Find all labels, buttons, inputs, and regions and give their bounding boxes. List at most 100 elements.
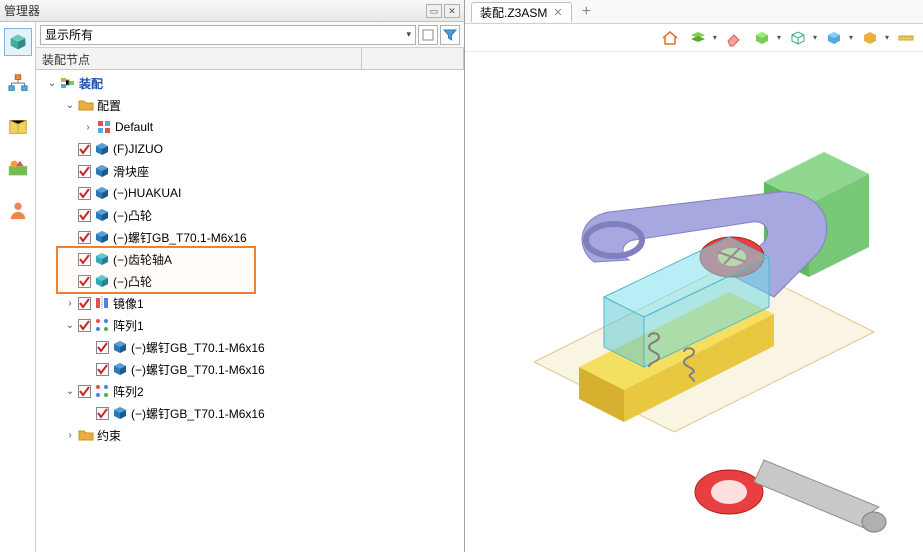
user-icon[interactable] [4,196,32,224]
column-header: 装配节点 [36,48,464,70]
visibility-checkbox[interactable] [96,341,109,354]
node-label: 滑块座 [113,163,149,180]
visibility-checkbox[interactable] [78,385,91,398]
visibility-checkbox[interactable] [78,187,91,200]
node-label: 镜像1 [113,295,144,312]
node-label: 装配 [79,75,103,92]
tree-row[interactable]: (−)凸轮 [36,204,464,226]
filter-funnel-button[interactable] [440,25,460,45]
filter-select[interactable]: 显示所有 ▾ [40,25,416,45]
cube-blue-icon [112,339,128,355]
cube-blue-icon [94,163,110,179]
close-panel-button[interactable]: ✕ [444,4,460,18]
expand-icon[interactable]: ⌄ [64,319,76,331]
tab-add-button[interactable]: + [578,3,595,21]
tree-row[interactable]: (−)凸轮 [36,270,464,292]
node-label: (−)凸轮 [113,207,152,224]
tree-row[interactable]: (−)螺钉GB_T70.1-M6x16 [36,226,464,248]
expand-icon[interactable]: ⌄ [64,99,76,111]
asm-root-icon [60,75,76,91]
document-tab[interactable]: 装配.Z3ASM ✕ [471,2,572,22]
node-label: (−)螺钉GB_T70.1-M6x16 [131,339,265,356]
node-label: (−)螺钉GB_T70.1-M6x16 [131,361,265,378]
3d-model-render [474,62,914,542]
expand-icon[interactable]: › [64,429,76,441]
node-label: Default [115,120,153,134]
pattern-icon [94,317,110,333]
expand-icon[interactable]: ⌄ [46,77,58,89]
visibility-checkbox[interactable] [96,363,109,376]
tree-row[interactable]: (−)齿轮轴A [36,248,464,270]
visibility-checkbox[interactable] [78,253,91,266]
node-label: 约束 [97,427,121,444]
pattern-icon [94,383,110,399]
cube-blue-icon [94,185,110,201]
tree-row[interactable]: 滑块座 [36,160,464,182]
folder-icon [78,97,94,113]
manager-title: 管理器 [4,2,424,19]
package-icon[interactable] [4,112,32,140]
expand-icon[interactable]: › [82,121,94,133]
visibility-checkbox[interactable] [78,209,91,222]
expand-icon[interactable]: ⌄ [64,385,76,397]
dock-button[interactable]: ▭ [426,4,442,18]
filter-row: 显示所有 ▾ [36,22,464,48]
visibility-checkbox[interactable] [78,319,91,332]
tree-row[interactable]: ⌄阵列2 [36,380,464,402]
cube-cyan-icon [94,251,110,267]
visibility-checkbox[interactable] [78,143,91,156]
cube-blue-icon [94,207,110,223]
visibility-checkbox[interactable] [96,407,109,420]
visibility-checkbox[interactable] [78,275,91,288]
manager-header: 管理器 ▭ ✕ [0,0,464,22]
tree-row[interactable]: (F)JIZUO [36,138,464,160]
tab-close-icon[interactable]: ✕ [553,6,562,19]
folder-icon [78,427,94,443]
view-toolbar: ▾ ▾ ▾ ▾ ▾ [465,24,923,52]
expand-icon[interactable]: › [64,297,76,309]
tree-row[interactable]: ⌄阵列1 [36,314,464,336]
tree-area: 显示所有 ▾ 装配节点 ⌄装配⌄配置›Default(F)JIZUO滑块座(−)… [36,22,464,552]
layers-icon[interactable] [687,27,709,49]
col-header-1[interactable]: 装配节点 [36,48,362,69]
appearance-icon[interactable] [4,154,32,182]
tree[interactable]: ⌄装配⌄配置›Default(F)JIZUO滑块座(−)HUAKUAI(−)凸轮… [36,70,464,552]
node-label: (−)HUAKUAI [113,186,181,200]
tree-row[interactable]: (−)螺钉GB_T70.1-M6x16 [36,358,464,380]
3d-canvas[interactable] [465,52,923,552]
tree-row[interactable]: › 镜像1 [36,292,464,314]
col-header-2[interactable] [362,48,464,69]
assembly-cube-icon[interactable] [4,28,32,56]
visibility-checkbox[interactable] [78,231,91,244]
cube-pick-icon[interactable] [859,27,881,49]
node-label: (−)螺钉GB_T70.1-M6x16 [113,229,247,246]
tree-row[interactable]: › 约束 [36,424,464,446]
cube-green-icon[interactable] [751,27,773,49]
node-label: 配置 [97,97,121,114]
viewport: 装配.Z3ASM ✕ + ▾ ▾ ▾ ▾ ▾ [465,0,923,552]
ruler-icon[interactable] [895,27,917,49]
tab-label: 装配.Z3ASM [480,4,547,21]
cube-wire-icon[interactable] [787,27,809,49]
node-label: (−)凸轮 [113,273,152,290]
document-tabs: 装配.Z3ASM ✕ + [465,0,923,24]
filter-extra-button[interactable] [418,25,438,45]
tree-row[interactable]: › Default [36,116,464,138]
cube-cyan-icon [94,273,110,289]
tree-row[interactable]: (−)螺钉GB_T70.1-M6x16 [36,336,464,358]
org-chart-icon[interactable] [4,70,32,98]
cube-iso-icon[interactable] [823,27,845,49]
tree-row[interactable]: (−)螺钉GB_T70.1-M6x16 [36,402,464,424]
visibility-checkbox[interactable] [78,297,91,310]
config-icon [96,119,112,135]
home-view-icon[interactable] [659,27,681,49]
eraser-icon[interactable] [723,27,745,49]
mirror-icon [94,295,110,311]
cube-blue-icon [112,405,128,421]
cube-blue-icon [94,229,110,245]
visibility-checkbox[interactable] [78,165,91,178]
tree-row[interactable]: (−)HUAKUAI [36,182,464,204]
node-label: (−)齿轮轴A [113,251,172,268]
tree-row[interactable]: ⌄ 配置 [36,94,464,116]
tree-row[interactable]: ⌄ 装配 [36,72,464,94]
